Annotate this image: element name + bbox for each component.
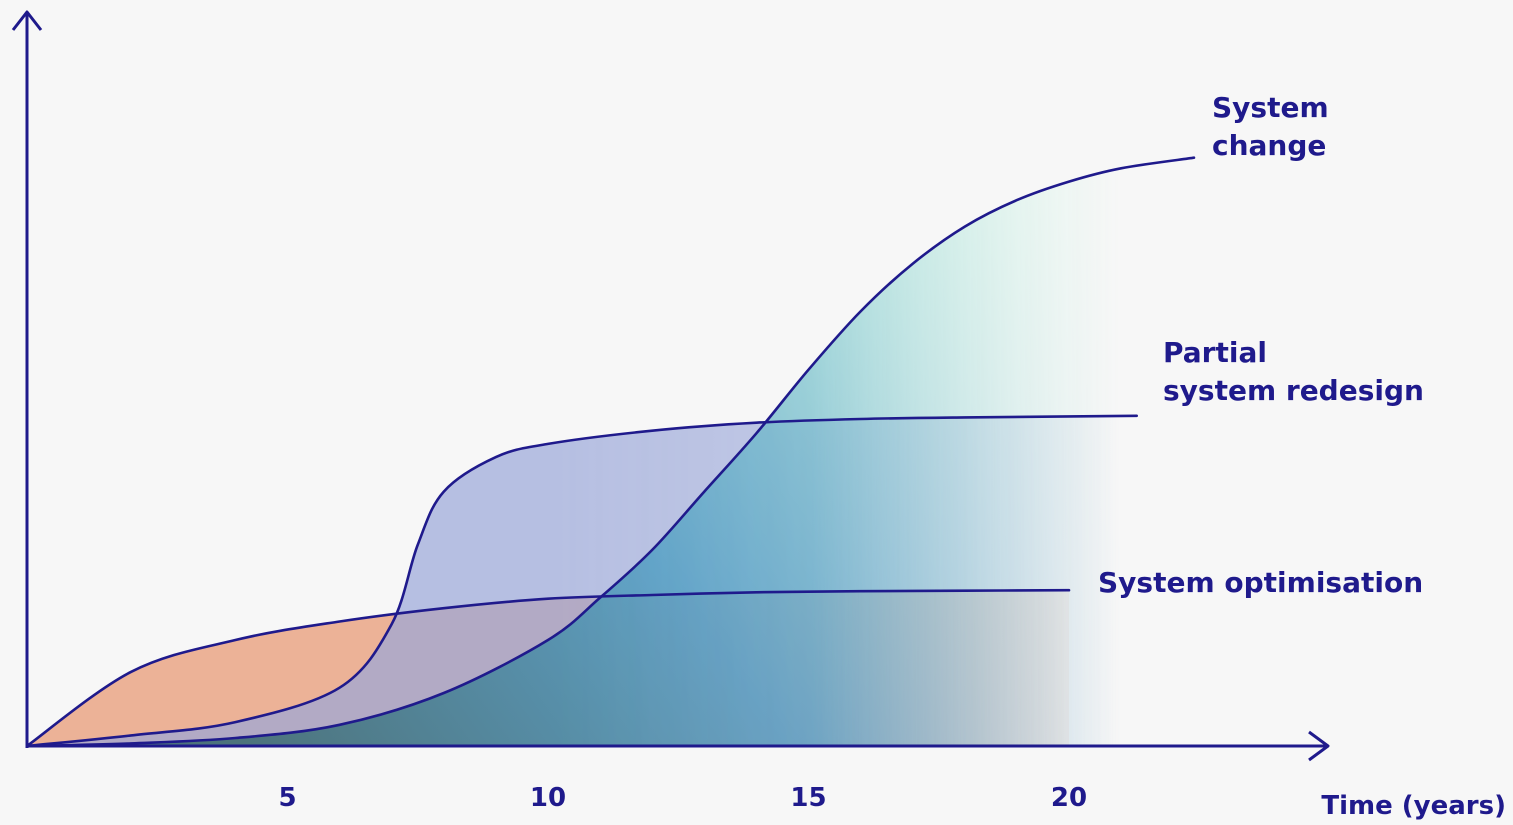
partial-redesign-label-line: Partial (1163, 336, 1267, 369)
axes (11, 10, 1330, 762)
system-optimisation-label: System optimisation (1098, 566, 1423, 599)
x-tick-labels: 5 10 15 20 (278, 783, 1087, 813)
x-axis-title: Time (years) (1321, 791, 1506, 821)
system-optimisation-label-line: System optimisation (1098, 566, 1423, 599)
partial-redesign-label: Partial system redesign (1163, 336, 1424, 407)
series-lines (25, 156, 1196, 748)
y-axis-arrowhead (11, 10, 43, 31)
x-axis-arrowhead (1308, 730, 1330, 762)
x-tick-label: 10 (530, 783, 566, 813)
system-change-label: System change (1212, 91, 1329, 162)
system-change-line (25, 156, 1196, 748)
system-change-label-line: change (1212, 129, 1326, 162)
system-change-label-line: System (1212, 91, 1329, 124)
x-tick-label: 5 (278, 783, 296, 813)
x-tick-label: 15 (790, 783, 826, 813)
system-optimisation-line (25, 588, 1071, 748)
partial-redesign-label-line: system redesign (1163, 374, 1424, 407)
area-fills (27, 157, 1194, 746)
partial-redesign-line (25, 414, 1138, 748)
series-labels: System optimisation Partial system redesig… (1098, 91, 1424, 599)
system-change-fill (27, 157, 1194, 746)
x-tick-label: 20 (1051, 783, 1087, 813)
